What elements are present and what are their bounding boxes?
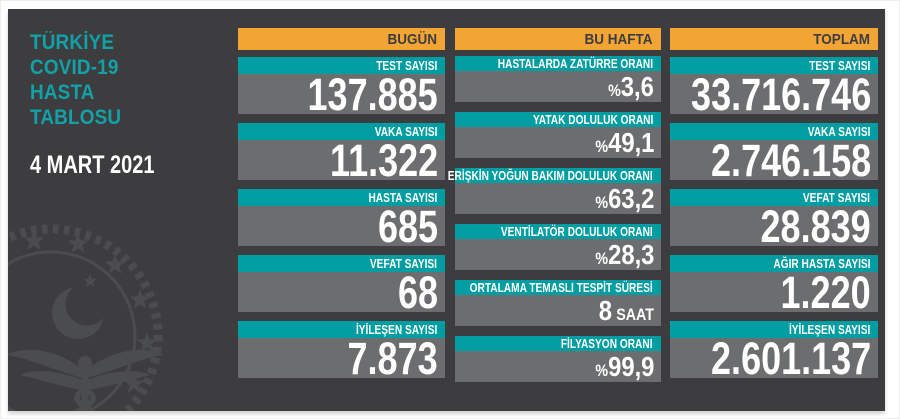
stat-value-bar: 11.322 — [238, 134, 445, 186]
bugun-row-hasta-sayisi: HASTA SAYISI 685 — [238, 189, 445, 252]
stat-label-bar: ORTALAMA TEMASLI TESPİT SÜRESİ — [455, 280, 661, 295]
stat-label: VENTİLATÖR DOLULUK ORANI — [501, 224, 653, 239]
toplam-row-vefat-sayisi: VEFAT SAYISI 28.839 — [670, 189, 878, 252]
title-line-4: TABLOSU — [30, 106, 122, 129]
stat-label-bar: YATAK DOLULUK ORANI — [455, 112, 661, 127]
stat-value-bar: %3,6 — [455, 71, 661, 102]
stat-label: YATAK DOLULUK ORANI — [532, 112, 653, 127]
column-header-bu-hafta: BU HAFTA — [455, 28, 661, 50]
stat-value-bar: 137.885 — [238, 68, 445, 120]
bugun-row-vaka-sayisi: VAKA SAYISI 11.322 — [238, 123, 445, 186]
stat-value: 33.716.746 — [690, 68, 871, 120]
stat-value-bar: 1.220 — [670, 266, 878, 318]
stat-value: %63,2 — [594, 182, 654, 214]
hafta-row-temasli-tespit-suresi: ORTALAMA TEMASLI TESPİT SÜRESİ 8 SAAT — [455, 280, 661, 326]
stat-value: 11.322 — [329, 134, 438, 186]
toplam-row-vaka-sayisi: VAKA SAYISI 2.746.158 — [670, 123, 878, 186]
stat-value-bar: 7.873 — [238, 332, 445, 384]
stat-label-bar: TEST SAYISI — [238, 57, 445, 74]
stat-value-bar: 8 SAAT — [455, 295, 661, 326]
column-bugun: BUGÜN TEST SAYISI 137.885 VAKA SAYISI 11… — [238, 28, 445, 387]
stat-label: İYİLEŞEN SAYISI — [355, 322, 437, 337]
stat-value: 2.601.137 — [710, 332, 871, 384]
stat-label: TEST SAYISI — [375, 58, 437, 73]
stat-value-bar: %28,3 — [455, 239, 661, 270]
stat-value-bar: 28.839 — [670, 200, 878, 252]
stat-value: 137.885 — [307, 68, 438, 120]
stat-label: TEST SAYISI — [808, 58, 870, 73]
title-line-1: TÜRKİYE — [30, 31, 115, 54]
stat-value-bar: 2.601.137 — [670, 332, 878, 384]
bugun-row-test-sayisi: TEST SAYISI 137.885 — [238, 57, 445, 120]
stat-value-bar: 2.746.158 — [670, 134, 878, 186]
stat-value-bar: %49,1 — [455, 127, 661, 158]
stat-label: FİLYASYON ORANI — [561, 336, 653, 351]
stat-label: VAKA SAYISI — [807, 124, 870, 139]
stat-label-bar: İYİLEŞEN SAYISI — [670, 321, 878, 338]
hafta-row-yogun-bakim-doluluk: ERİŞKİN YOĞUN BAKIM DOLULUK ORANI %63,2 — [448, 168, 661, 214]
bugun-row-vefat-sayisi: VEFAT SAYISI 68 — [238, 255, 445, 318]
stat-label-bar: FİLYASYON ORANI — [455, 336, 661, 351]
stat-label-bar: HASTALARDA ZATÜRRE ORANI — [455, 56, 661, 71]
stat-value: %3,6 — [608, 70, 654, 102]
stat-label-bar: ERİŞKİN YOĞUN BAKIM DOLULUK ORANI — [448, 168, 661, 183]
column-bu-hafta: BU HAFTA HASTALARDA ZATÜRRE ORANI %3,6 Y… — [448, 28, 661, 392]
stat-label: HASTA SAYISI — [368, 190, 437, 205]
toplam-row-agir-hasta-sayisi: AĞIR HASTA SAYISI 1.220 — [670, 255, 878, 318]
stat-label: İYİLEŞEN SAYISI — [788, 322, 870, 337]
stat-label: HASTALARDA ZATÜRRE ORANI — [497, 56, 653, 71]
stat-label: VEFAT SAYISI — [369, 256, 437, 271]
title-line-2: COVID-19 — [30, 56, 119, 79]
column-header-bugun: BUGÜN — [238, 28, 445, 50]
stat-label-bar: TEST SAYISI — [670, 57, 878, 74]
dark-panel: TÜRKİYE COVID-19 HASTA TABLOSU 4 MART 20… — [8, 9, 885, 411]
title-line-3: HASTA — [30, 81, 95, 104]
hafta-row-filyasyon-orani: FİLYASYON ORANI %99,9 — [455, 336, 661, 382]
stat-label-bar: VEFAT SAYISI — [238, 255, 445, 272]
stat-label-bar: HASTA SAYISI — [238, 189, 445, 206]
stat-value: 7.873 — [347, 332, 438, 384]
page-title: TÜRKİYE COVID-19 HASTA TABLOSU — [30, 30, 121, 130]
stat-value: %28,3 — [594, 238, 654, 270]
stat-value-bar: %99,9 — [455, 351, 661, 382]
stat-label: ORTALAMA TEMASLI TESPİT SÜRESİ — [469, 280, 653, 295]
stat-value-bar: 33.716.746 — [670, 68, 878, 120]
stat-value: 685 — [377, 200, 438, 252]
hafta-row-ventilator-doluluk: VENTİLATÖR DOLULUK ORANI %28,3 — [455, 224, 661, 270]
stat-value: %49,1 — [594, 126, 654, 158]
ministry-of-health-emblem-icon — [8, 224, 164, 411]
stat-value: 2.746.158 — [710, 134, 871, 186]
stat-label-bar: VENTİLATÖR DOLULUK ORANI — [455, 224, 661, 239]
toplam-row-iyilesen-sayisi: İYİLEŞEN SAYISI 2.601.137 — [670, 321, 878, 384]
stat-label-bar: VAKA SAYISI — [670, 123, 878, 140]
stat-value-bar: 685 — [238, 200, 445, 252]
bugun-row-iyilesen-sayisi: İYİLEŞEN SAYISI 7.873 — [238, 321, 445, 384]
stat-label: AĞIR HASTA SAYISI — [772, 256, 870, 271]
stat-value: %99,9 — [594, 350, 654, 382]
stat-label-bar: VAKA SAYISI — [238, 123, 445, 140]
stat-value: 28.839 — [760, 200, 871, 252]
toplam-row-test-sayisi: TEST SAYISI 33.716.746 — [670, 57, 878, 120]
hafta-row-zaturre-orani: HASTALARDA ZATÜRRE ORANI %3,6 — [455, 56, 661, 102]
stat-value: 68 — [397, 266, 438, 318]
stat-label: VAKA SAYISI — [374, 124, 437, 139]
stat-value-bar: 68 — [238, 266, 445, 318]
column-toplam: TOPLAM TEST SAYISI 33.716.746 VAKA SAYIS… — [670, 28, 878, 387]
stat-label-bar: AĞIR HASTA SAYISI — [670, 255, 878, 272]
stat-label-bar: İYİLEŞEN SAYISI — [238, 321, 445, 338]
column-header-toplam: TOPLAM — [670, 28, 878, 50]
hafta-row-yatak-doluluk: YATAK DOLULUK ORANI %49,1 — [455, 112, 661, 158]
stat-label: VEFAT SAYISI — [802, 190, 870, 205]
stat-label-bar: VEFAT SAYISI — [670, 189, 878, 206]
stat-label: ERİŞKİN YOĞUN BAKIM DOLULUK ORANI — [448, 168, 653, 183]
report-date: 4 MART 2021 — [30, 151, 155, 179]
stat-value-bar: %63,2 — [455, 183, 661, 214]
stat-value: 1.220 — [780, 266, 871, 318]
stat-value: 8 SAAT — [598, 294, 654, 326]
